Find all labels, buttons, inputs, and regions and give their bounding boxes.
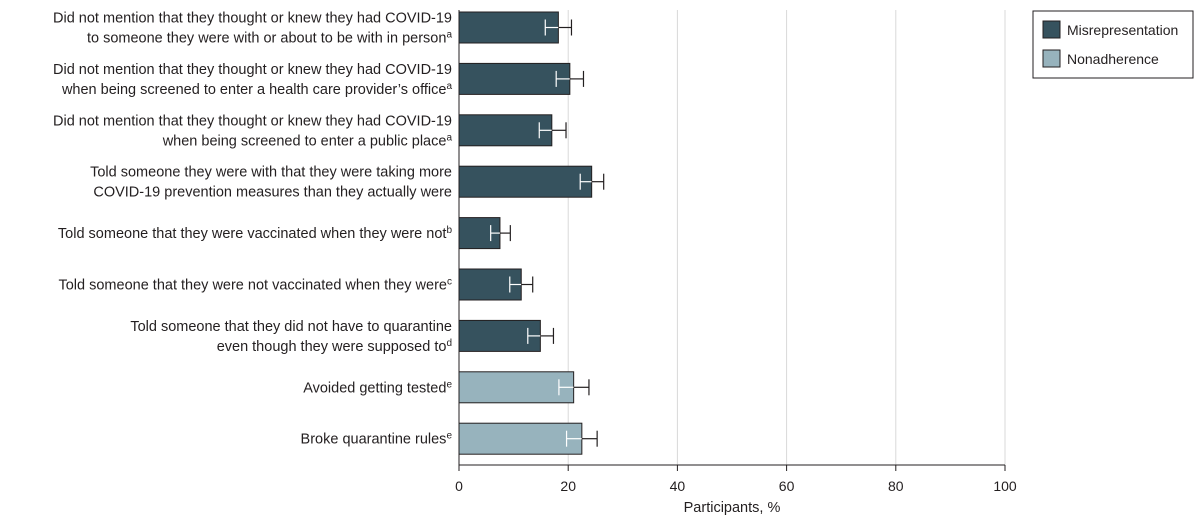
category-label: Broke quarantine rulese	[301, 431, 453, 448]
category-label-text: Did not mention that they thought or kne…	[53, 113, 452, 129]
footnote-marker: e	[446, 431, 452, 442]
category-label: to someone they were with or about to be…	[87, 30, 452, 47]
category-label: Told someone that they were not vaccinat…	[58, 277, 452, 294]
bar	[458, 114, 553, 147]
category-label: Told someone they were with that they we…	[90, 165, 452, 181]
category-label-text: Broke quarantine rules	[301, 432, 447, 448]
bar	[458, 11, 559, 44]
footnote-marker: b	[446, 225, 452, 236]
category-label: Did not mention that they thought or kne…	[53, 11, 452, 27]
x-tick-label: 80	[888, 478, 904, 494]
bar	[458, 165, 593, 198]
x-tick-label: 0	[455, 478, 463, 494]
footnote-marker: a	[446, 81, 452, 92]
category-label: even though they were supposed tod	[217, 338, 452, 355]
category-label-text: even though they were supposed to	[217, 339, 447, 355]
category-label-text: when being screened to enter a public pl…	[162, 133, 447, 149]
x-tick-label: 60	[779, 478, 795, 494]
bar	[458, 371, 575, 404]
category-label: Avoided getting testede	[303, 379, 452, 396]
footnote-marker: d	[446, 338, 452, 349]
category-label-text: when being screened to enter a health ca…	[61, 82, 447, 98]
legend-swatch	[1042, 20, 1061, 39]
legend-swatch	[1042, 49, 1061, 68]
x-axis-title: Participants, %	[684, 500, 781, 516]
bar	[458, 422, 583, 455]
x-tick-label: 100	[993, 478, 1017, 494]
category-label-text: Told someone that they did not have to q…	[130, 319, 452, 335]
category-label-text: Told someone they were with that they we…	[90, 165, 452, 181]
category-label: when being screened to enter a public pl…	[162, 132, 453, 149]
legend: Misrepresentation Nonadherence	[1032, 10, 1194, 79]
category-label-text: Avoided getting tested	[303, 380, 446, 396]
footnote-marker: a	[446, 132, 452, 143]
category-label: when being screened to enter a health ca…	[61, 81, 453, 98]
x-tick-label: 40	[670, 478, 686, 494]
footnote-marker: e	[446, 379, 452, 390]
category-label-text: Did not mention that they thought or kne…	[53, 11, 452, 27]
category-label-text: COVID-19 prevention measures than they a…	[93, 185, 452, 201]
category-label-text: Did not mention that they thought or kne…	[53, 62, 452, 78]
category-label: Told someone that they were vaccinated w…	[58, 225, 453, 242]
footnote-marker: c	[447, 277, 452, 288]
bar	[458, 62, 571, 95]
bar	[458, 268, 522, 301]
category-label-text: Told someone that they were vaccinated w…	[58, 226, 447, 242]
category-label-text: Told someone that they were not vaccinat…	[58, 278, 447, 294]
category-label: Did not mention that they thought or kne…	[53, 62, 452, 78]
category-label: Did not mention that they thought or kne…	[53, 113, 452, 129]
x-tick-label: 20	[560, 478, 576, 494]
footnote-marker: a	[446, 30, 452, 41]
category-label: Told someone that they did not have to q…	[130, 319, 452, 335]
category-label-text: to someone they were with or about to be…	[87, 31, 446, 47]
legend-label: Misrepresentation	[1067, 22, 1178, 38]
legend-label: Nonadherence	[1067, 51, 1159, 67]
category-label: COVID-19 prevention measures than they a…	[93, 185, 452, 201]
